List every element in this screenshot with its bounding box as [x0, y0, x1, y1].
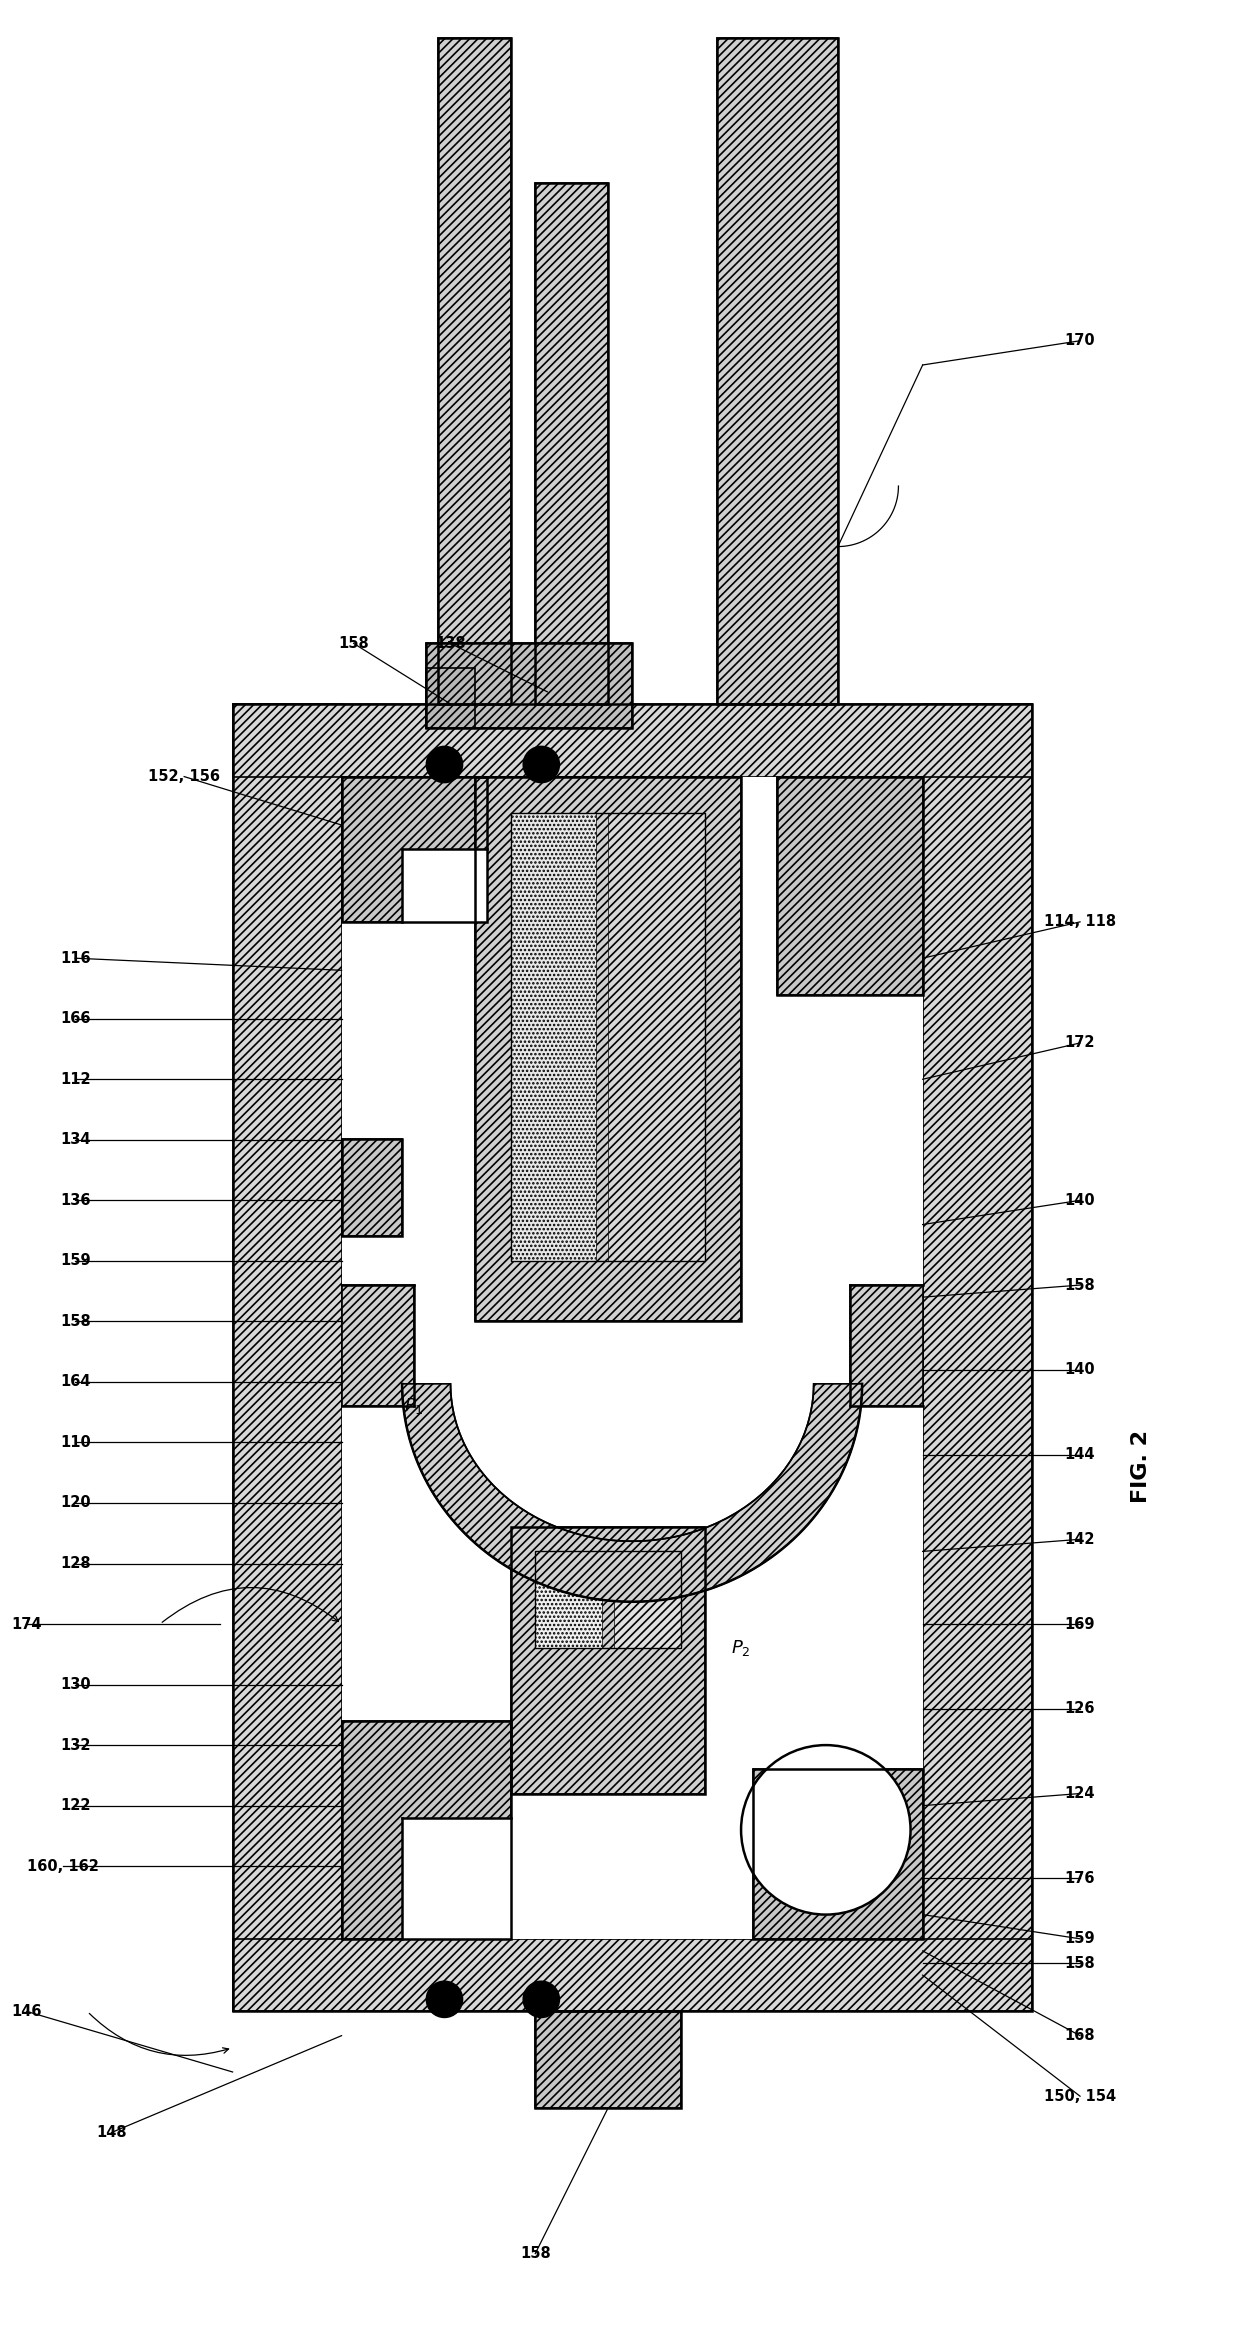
- Text: 166: 166: [60, 1010, 91, 1027]
- Bar: [923, 703, 1032, 2011]
- Bar: [777, 778, 923, 994]
- Bar: [233, 703, 341, 2011]
- Bar: [536, 1550, 601, 1648]
- Text: $P_1$: $P_1$: [404, 1397, 424, 1415]
- Bar: [439, 37, 511, 703]
- Bar: [427, 643, 632, 729]
- Text: 134: 134: [60, 1131, 91, 1148]
- Bar: [233, 703, 1032, 778]
- Text: 122: 122: [60, 1797, 91, 1814]
- Bar: [753, 1769, 923, 1939]
- Bar: [341, 1720, 511, 1939]
- Text: 140: 140: [1065, 1362, 1095, 1378]
- Bar: [475, 778, 742, 1322]
- Bar: [777, 778, 923, 994]
- Bar: [341, 1285, 414, 1406]
- Bar: [536, 184, 608, 703]
- Text: 158: 158: [1065, 1278, 1095, 1292]
- Text: 144: 144: [1065, 1448, 1095, 1462]
- Text: 169: 169: [1065, 1616, 1095, 1632]
- Bar: [717, 37, 838, 703]
- Bar: [608, 812, 704, 1262]
- Bar: [614, 1550, 681, 1648]
- Text: 132: 132: [60, 1737, 91, 1753]
- Text: 110: 110: [60, 1434, 91, 1450]
- Bar: [536, 1550, 681, 1648]
- Text: 138: 138: [435, 636, 466, 652]
- Text: 159: 159: [60, 1252, 91, 1269]
- Bar: [341, 778, 487, 922]
- Text: 120: 120: [60, 1495, 91, 1511]
- Bar: [511, 812, 704, 1262]
- Bar: [536, 2011, 681, 2109]
- Text: 158: 158: [60, 1313, 91, 1329]
- Bar: [402, 850, 487, 922]
- Bar: [511, 812, 595, 1262]
- Text: 160, 162: 160, 162: [27, 1858, 99, 1874]
- Bar: [717, 37, 838, 703]
- Circle shape: [427, 747, 463, 782]
- Bar: [536, 184, 608, 703]
- Text: 114, 118: 114, 118: [1044, 915, 1116, 929]
- Circle shape: [427, 1981, 463, 2018]
- Text: FIG. 2: FIG. 2: [1131, 1429, 1151, 1504]
- Bar: [341, 778, 923, 1939]
- Bar: [511, 1527, 704, 1793]
- Text: 148: 148: [97, 2125, 126, 2139]
- Circle shape: [523, 1981, 559, 2018]
- Text: 130: 130: [60, 1676, 91, 1692]
- Text: 164: 164: [60, 1374, 91, 1390]
- Bar: [536, 2011, 681, 2109]
- Bar: [511, 1527, 704, 1793]
- Bar: [439, 37, 511, 703]
- Text: 159: 159: [1065, 1932, 1095, 1946]
- Bar: [341, 778, 487, 922]
- Text: 140: 140: [1065, 1192, 1095, 1208]
- Text: 150, 154: 150, 154: [1044, 2088, 1116, 2105]
- Bar: [753, 1769, 923, 1939]
- Text: 158: 158: [520, 2247, 551, 2260]
- Bar: [341, 1138, 402, 1236]
- Polygon shape: [402, 1383, 862, 1602]
- Bar: [233, 703, 1032, 2011]
- Text: 170: 170: [1065, 333, 1095, 349]
- Text: 128: 128: [60, 1555, 91, 1571]
- Bar: [475, 778, 742, 1322]
- Bar: [233, 1939, 1032, 2011]
- Text: 168: 168: [1065, 2028, 1095, 2044]
- Text: 116: 116: [60, 950, 91, 966]
- Text: 152, 156: 152, 156: [148, 768, 221, 785]
- Text: 124: 124: [1065, 1786, 1095, 1802]
- Bar: [341, 1138, 402, 1236]
- Text: 136: 136: [60, 1192, 91, 1208]
- Circle shape: [523, 747, 559, 782]
- Text: 158: 158: [339, 636, 370, 652]
- Text: 174: 174: [11, 1616, 42, 1632]
- Bar: [427, 668, 475, 729]
- Text: 176: 176: [1065, 1872, 1095, 1886]
- Text: 112: 112: [60, 1071, 91, 1087]
- Text: 126: 126: [1065, 1702, 1095, 1716]
- Circle shape: [742, 1746, 910, 1914]
- Bar: [402, 1818, 511, 1939]
- Text: 158: 158: [1065, 1956, 1095, 1969]
- Bar: [427, 643, 632, 729]
- Text: 172: 172: [1065, 1036, 1095, 1050]
- Bar: [341, 1720, 511, 1939]
- Text: 146: 146: [11, 2004, 42, 2018]
- Text: 142: 142: [1065, 1532, 1095, 1546]
- Bar: [851, 1285, 923, 1406]
- Text: $P_2$: $P_2$: [732, 1639, 751, 1658]
